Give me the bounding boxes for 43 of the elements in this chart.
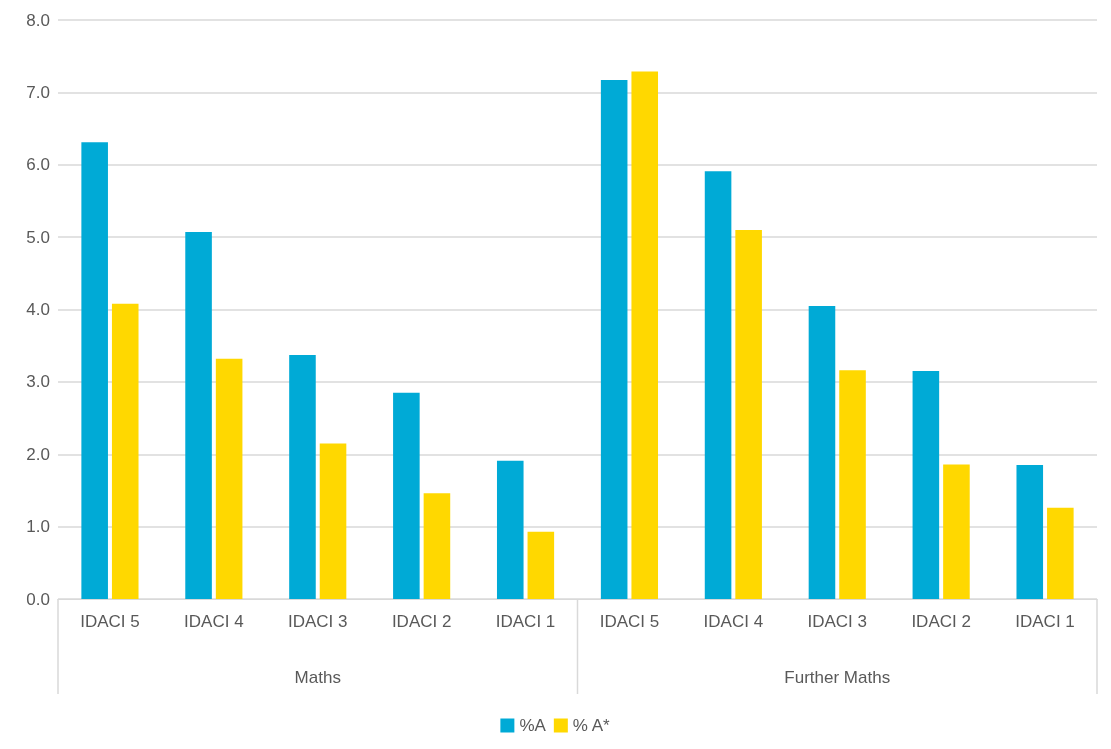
- text: Further Maths: [784, 667, 891, 687]
- x-tick-label: IDACI 3: [807, 612, 868, 631]
- bar: [631, 71, 659, 599]
- bar: [81, 142, 108, 599]
- bar: [393, 392, 420, 599]
- y-tick-label: 2.0: [26, 444, 50, 464]
- text: Maths: [294, 667, 341, 687]
- bar: [808, 305, 836, 599]
- x-tick-label: IDACI 2: [391, 612, 452, 631]
- bar: [1016, 465, 1044, 599]
- bar: [496, 460, 524, 599]
- y-tick-label: 7.0: [26, 82, 50, 102]
- legend-label: %A: [519, 716, 547, 735]
- bar: [735, 229, 762, 599]
- y-tick-label: 1.0: [26, 517, 50, 537]
- bar: [839, 370, 866, 599]
- x-tick-label: IDACI 3: [287, 612, 348, 631]
- y-tick-label: 5.0: [26, 227, 50, 247]
- bar: [943, 464, 970, 599]
- bar: [423, 493, 451, 599]
- bar: [185, 232, 212, 599]
- bar: [289, 355, 316, 599]
- x-tick-label: IDACI 1: [1015, 612, 1075, 631]
- x-tick-label: IDACI 5: [80, 612, 140, 631]
- bar: [111, 303, 139, 599]
- y-tick-label: 6.0: [26, 155, 50, 175]
- x-tick-label: IDACI 4: [184, 612, 244, 631]
- x-tick-label: IDACI 1: [495, 612, 556, 631]
- x-tick-label: IDACI 2: [911, 612, 971, 631]
- bar: [319, 443, 347, 599]
- bar: [704, 171, 732, 599]
- x-tick-label: IDACI 5: [599, 612, 660, 631]
- y-tick-label: 3.0: [26, 372, 50, 392]
- bar: [912, 371, 940, 599]
- bar: [527, 531, 555, 599]
- bar: [600, 80, 628, 599]
- bar: [215, 358, 243, 599]
- y-tick-label: 8.0: [26, 10, 50, 30]
- bar: [1047, 507, 1074, 599]
- legend-label: % A*: [572, 716, 611, 735]
- x-tick-label: IDACI 4: [703, 612, 764, 631]
- y-tick-label: 4.0: [26, 300, 50, 319]
- y-tick-label: 0.0: [26, 589, 50, 609]
